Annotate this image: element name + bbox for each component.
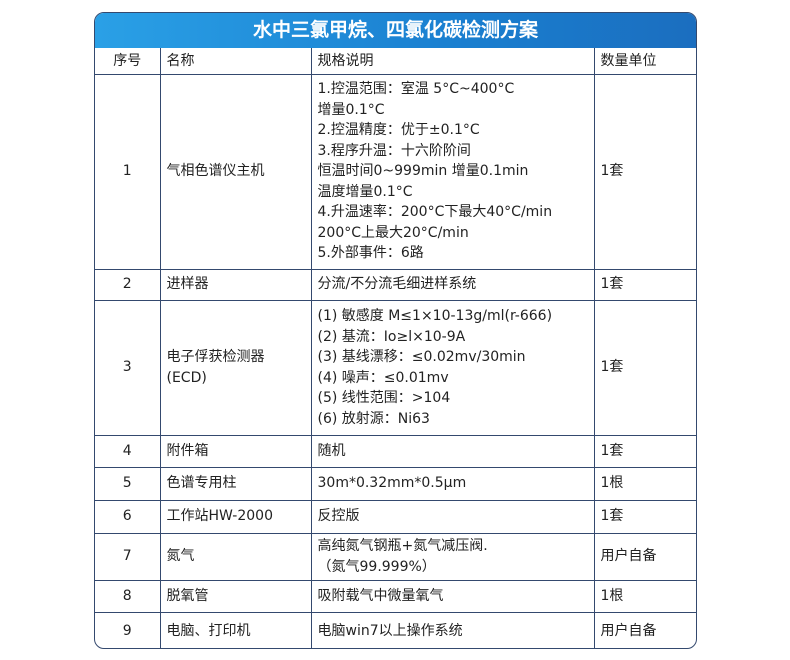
item-name: 附件箱 — [159, 434, 312, 468]
header-qty: 数量单位 — [593, 48, 696, 75]
table-title: 水中三氯甲烷、四氯化碳检测方案 — [95, 13, 696, 48]
item-spec: (1) 敏感度 M≤1×10-13g/ml(r-666) (2) 基流：Io≥l×… — [310, 299, 595, 436]
item-spec: 30m*0.32mm*0.5μm — [310, 466, 595, 501]
item-spec: 反控版 — [310, 499, 595, 534]
item-name: 氮气 — [159, 532, 312, 581]
spec-line: (6) 放射源：Ni63 — [317, 410, 430, 427]
table-row: 7 氮气 高纯氮气钢瓶+氮气减压阀. （氮气99.999%） 用户自备 — [95, 532, 696, 581]
item-quantity: 1根 — [593, 579, 696, 613]
item-name: 电脑、打印机 — [159, 611, 312, 648]
spec-line: 200°C上最大20°C/min — [317, 224, 469, 241]
spec-line: (3) 基线漂移：≤0.02mv/30min — [317, 349, 526, 365]
table-row: 9 电脑、打印机 电脑win7以上操作系统 用户自备 — [95, 611, 696, 648]
header-spec: 规格说明 — [310, 48, 595, 75]
row-number: 8 — [95, 579, 161, 613]
item-spec: 分流/不分流毛细进样系统 — [310, 268, 595, 301]
spec-table-card: 水中三氯甲烷、四氯化碳检测方案 序号 名称 规格说明 数量单位 1 气相色谱仪主机… — [94, 12, 697, 649]
item-spec: 高纯氮气钢瓶+氮气减压阀. （氮气99.999%） — [310, 532, 595, 581]
spec-line: 3.程序升温：十六阶阶间 — [317, 142, 471, 159]
spec-line: 增量0.1°C — [317, 101, 385, 118]
item-quantity: 用户自备 — [593, 611, 696, 648]
table-row: 2 进样器 分流/不分流毛细进样系统 1套 — [95, 268, 696, 301]
spec-line: 反控版 — [317, 508, 360, 525]
item-name: 进样器 — [159, 268, 312, 301]
item-quantity: 1套 — [593, 268, 696, 301]
item-name: 气相色谱仪主机 — [159, 73, 312, 270]
item-quantity: 1套 — [593, 499, 696, 534]
spec-line: 温度增量0.1°C — [317, 183, 413, 200]
spec-line: 分流/不分流毛细进样系统 — [317, 276, 477, 293]
spec-line: 恒温时间0~999min 增量0.1min — [317, 163, 529, 180]
table-row: 8 脱氧管 吸附载气中微量氧气 1根 — [95, 579, 696, 613]
row-number: 4 — [95, 434, 161, 468]
item-quantity: 1套 — [593, 73, 696, 270]
table-row: 4 附件箱 随机 1套 — [95, 434, 696, 468]
item-quantity: 1套 — [593, 299, 696, 436]
table-row: 1 气相色谱仪主机 1.控温范围：室温 5°C~400°C 增量0.1°C 2.控温精度… — [95, 73, 696, 270]
table-row: 5 色谱专用柱 30m*0.32mm*0.5μm 1根 — [95, 466, 696, 501]
item-name: 电子俘获检测器(ECD) — [159, 299, 312, 436]
spec-line: 1.控温范围：室温 5°C~400°C — [317, 81, 515, 98]
table-row: 3 电子俘获检测器(ECD) (1) 敏感度 M≤1×10-13g/ml(r-666… — [95, 299, 696, 436]
item-spec: 1.控温范围：室温 5°C~400°C 增量0.1°C 2.控温精度：优于±0.1°… — [310, 73, 595, 270]
item-name: 工作站HW-2000 — [159, 499, 312, 534]
spec-line: (4) 噪声：≤0.01mv — [317, 369, 449, 386]
spec-line: 5.外部事件：6路 — [317, 245, 424, 262]
row-number: 6 — [95, 499, 161, 534]
spec-line: (5) 线性范围：>104 — [317, 390, 451, 406]
header-no: 序号 — [95, 48, 161, 75]
header-name: 名称 — [159, 48, 312, 75]
item-quantity: 1根 — [593, 466, 696, 501]
row-number: 1 — [95, 73, 161, 270]
spec-line: 30m*0.32mm*0.5μm — [317, 475, 467, 492]
row-number: 3 — [95, 299, 161, 436]
spec-line: （氮气99.999%） — [317, 558, 436, 575]
row-number: 9 — [95, 611, 161, 648]
row-number: 5 — [95, 466, 161, 501]
item-name: 色谱专用柱 — [159, 466, 312, 501]
spec-line: 随机 — [317, 442, 346, 459]
spec-line: 4.升温速率：200°C下最大40°C/min — [317, 204, 553, 221]
row-number: 2 — [95, 268, 161, 301]
spec-line: 吸附载气中微量氧气 — [317, 587, 444, 604]
item-quantity: 用户自备 — [593, 532, 696, 581]
spec-line: 电脑win7以上操作系统 — [317, 623, 463, 639]
header-row: 序号 名称 规格说明 数量单位 — [95, 48, 696, 75]
item-spec: 随机 — [310, 434, 595, 468]
table-row: 6 工作站HW-2000 反控版 1套 — [95, 499, 696, 534]
spec-table: 序号 名称 规格说明 数量单位 1 气相色谱仪主机 1.控温范围：室温 5°C~40… — [95, 48, 696, 648]
row-number: 7 — [95, 532, 161, 581]
item-quantity: 1套 — [593, 434, 696, 468]
spec-line: (1) 敏感度 M≤1×10-13g/ml(r-666) — [317, 308, 553, 324]
spec-line: 高纯氮气钢瓶+氮气减压阀. — [317, 538, 488, 554]
item-name: 脱氧管 — [159, 579, 312, 613]
spec-line: 2.控温精度：优于±0.1°C — [317, 122, 480, 139]
item-spec: 电脑win7以上操作系统 — [310, 611, 595, 648]
item-spec: 吸附载气中微量氧气 — [310, 579, 595, 613]
spec-line: (2) 基流：Io≥l×10-9A — [317, 328, 466, 345]
